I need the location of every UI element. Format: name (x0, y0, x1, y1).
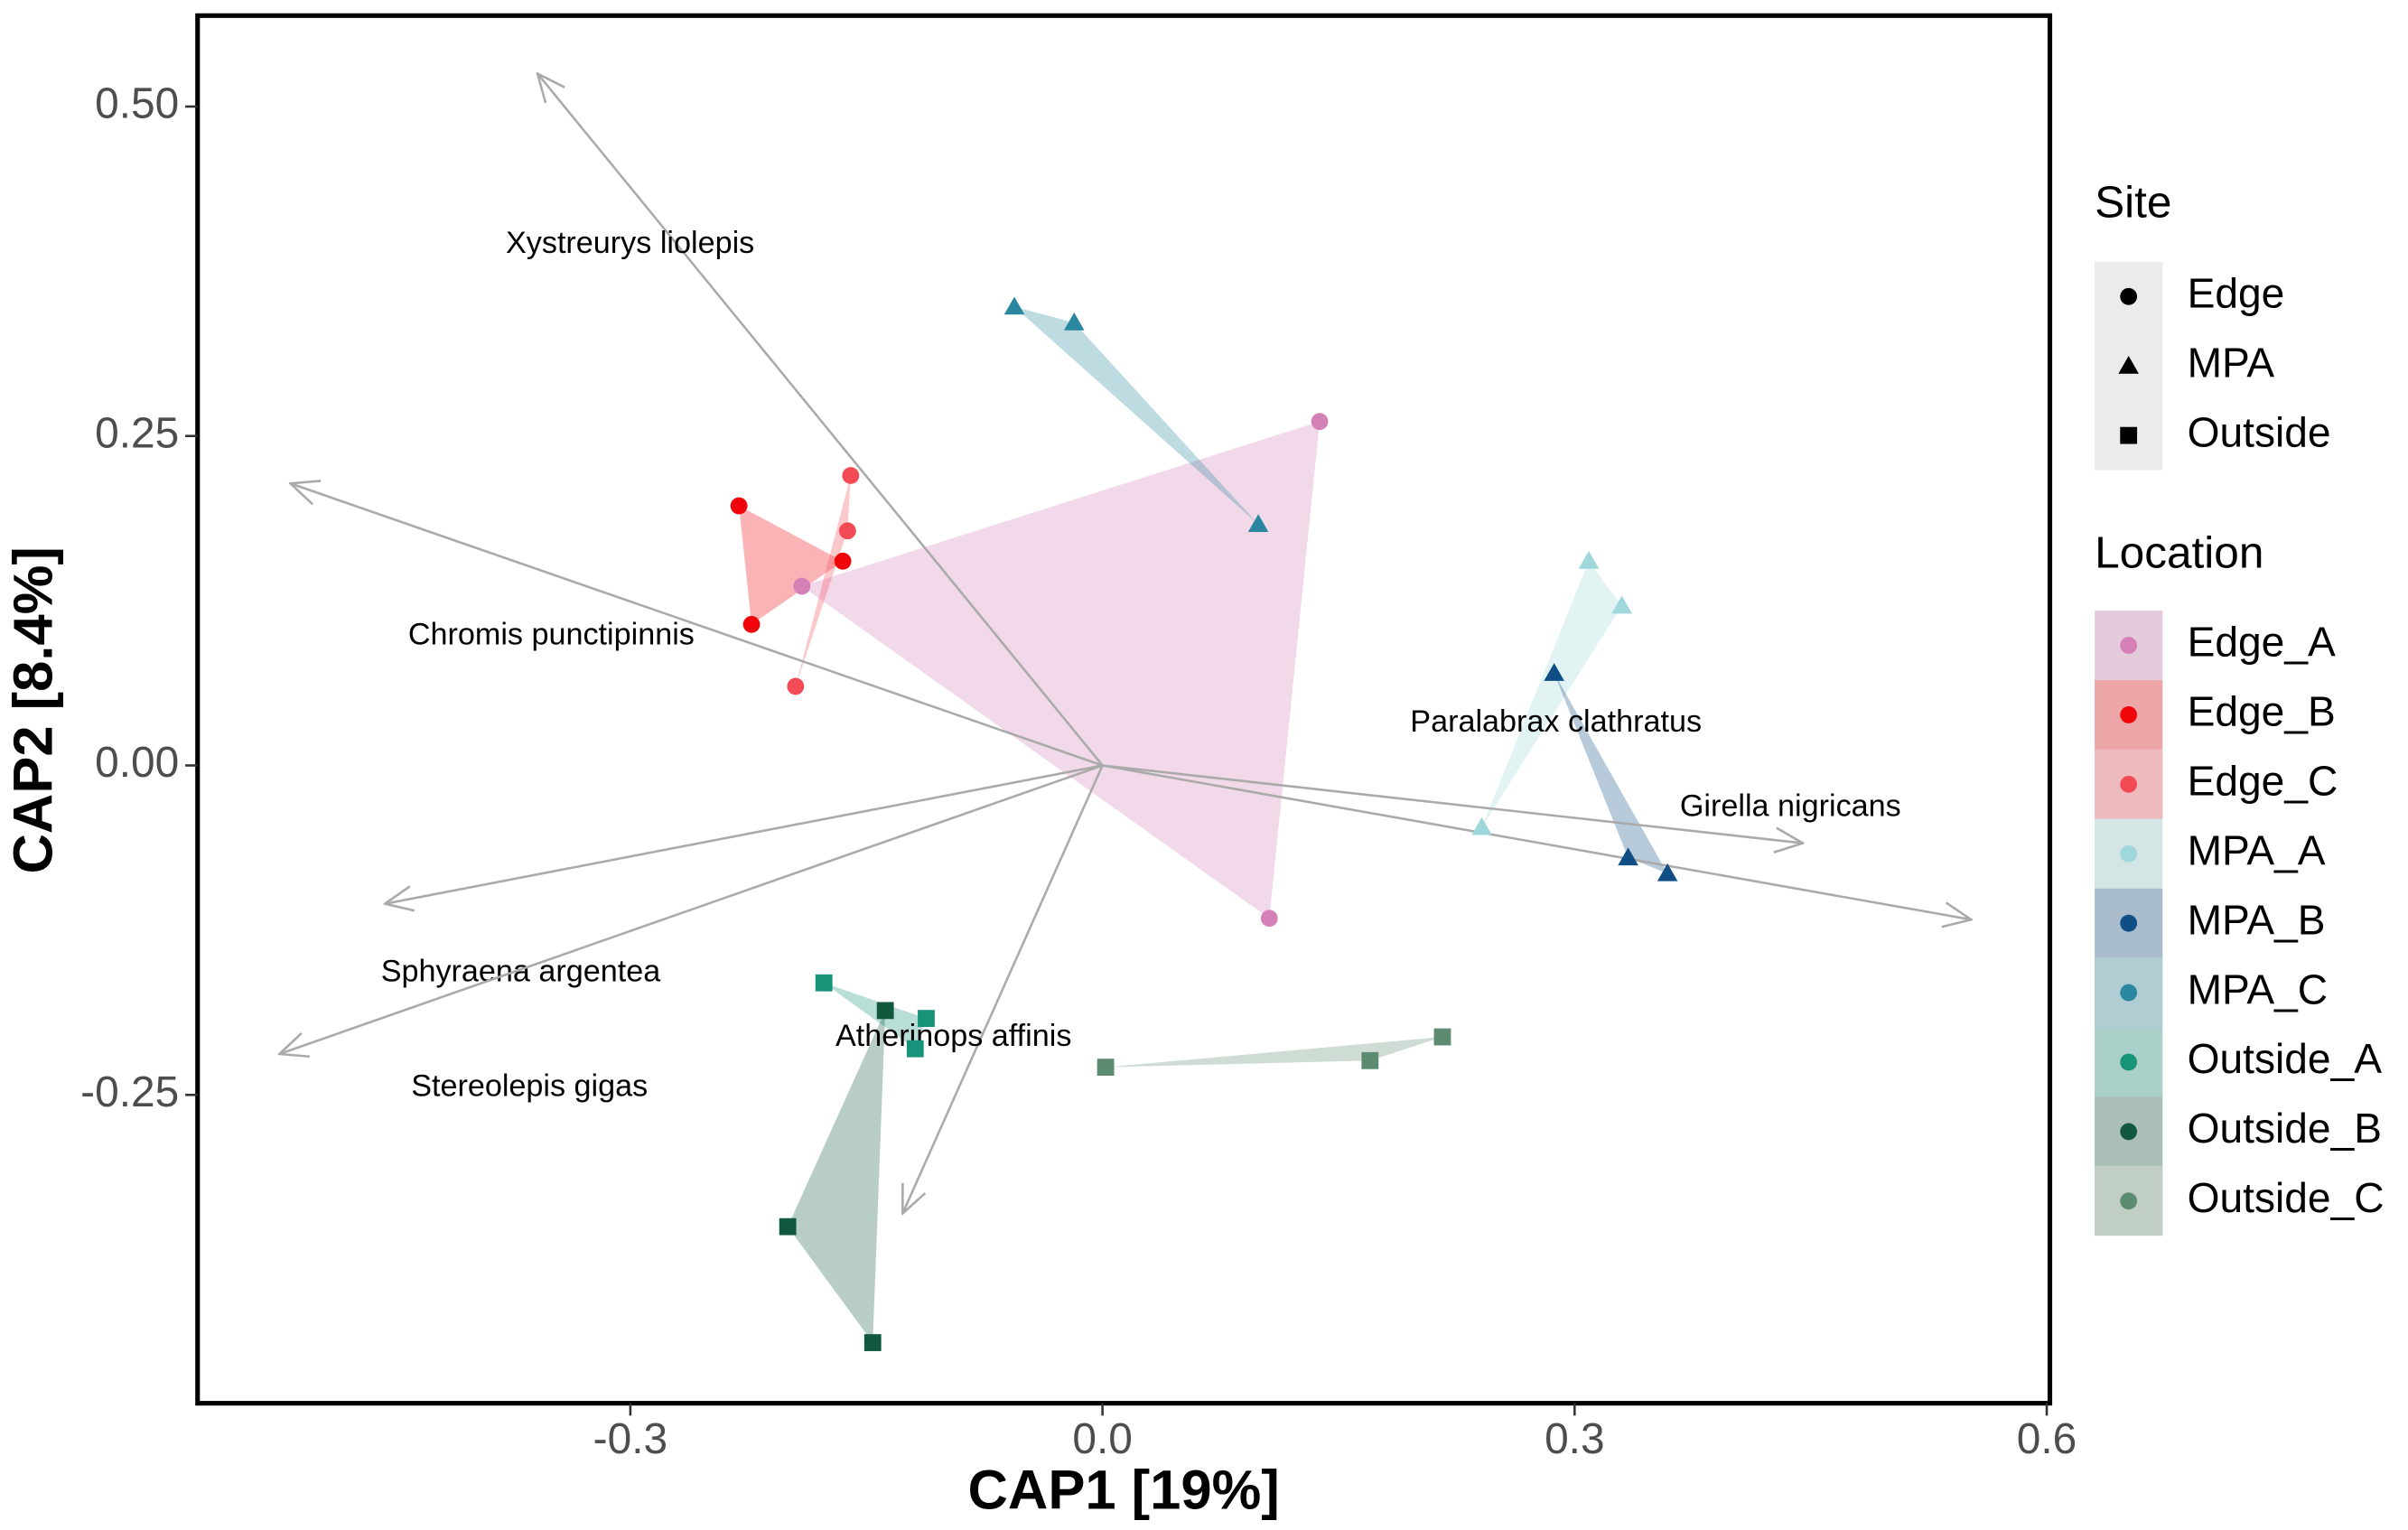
point (730, 497, 748, 515)
vector-arrow (1102, 764, 1972, 919)
point (838, 522, 856, 540)
hull (1106, 1037, 1442, 1068)
point (787, 677, 805, 695)
legend-key (2120, 775, 2138, 793)
hull (801, 421, 1321, 919)
point (1361, 1051, 1379, 1069)
hull (824, 983, 927, 1050)
legend-key (2120, 287, 2138, 305)
point (1003, 296, 1025, 315)
plot-area: Xystreurys liolepis Chromis punctipinnis S… (279, 73, 1972, 1351)
x-axis-title: CAP1 [19%] (967, 1460, 1279, 1522)
legend-key (2120, 1192, 2138, 1210)
legend-label: Outside (2188, 408, 2331, 455)
point (779, 1217, 797, 1236)
legend-label: Outside_A (2188, 1035, 2383, 1082)
point (1578, 551, 1600, 569)
vector-arrow (902, 764, 1104, 1213)
plot-border (195, 13, 2053, 1406)
legend-label: Edge_C (2188, 758, 2338, 805)
point (815, 974, 833, 992)
point (842, 467, 860, 484)
point (1618, 847, 1638, 866)
legend-key (2120, 844, 2138, 863)
point (1097, 1059, 1115, 1077)
vector-arrow (291, 483, 1104, 767)
legend-label: Edge_B (2188, 688, 2336, 735)
legend-label: MPA_B (2188, 896, 2326, 943)
vector-arrow (279, 764, 1104, 1054)
point (1247, 514, 1269, 532)
y-tick-label: -0.25 (80, 1068, 179, 1116)
legend-key (2120, 1123, 2138, 1141)
vector-label: Paralabrax clathratus (1410, 704, 1702, 739)
point (863, 1334, 882, 1351)
point (918, 1010, 935, 1028)
vector-label: Xystreurys liolepis (506, 226, 754, 260)
vector-arrow (537, 73, 1104, 767)
legend-label: MPA (2188, 339, 2275, 386)
legend-title: Site (2095, 177, 2171, 228)
point (1260, 910, 1278, 928)
x-tick-label: -0.3 (593, 1415, 667, 1463)
legend-key (2120, 426, 2138, 444)
legend-key (2120, 914, 2138, 932)
legend-label: Edge (2188, 270, 2285, 317)
point (1311, 413, 1329, 431)
point (1611, 595, 1632, 614)
y-tick-label: 0.00 (95, 739, 179, 787)
legend-label: MPA_C (2188, 966, 2329, 1012)
point (742, 615, 761, 633)
x-tick-label: 0.6 (2017, 1415, 2077, 1463)
y-tick-label: 0.50 (95, 80, 179, 128)
legend-key (2118, 355, 2139, 374)
point (876, 1002, 894, 1020)
x-tick-label: 0.3 (1545, 1415, 1605, 1463)
point (834, 552, 852, 570)
vector-label: Stereolepis gigas (411, 1069, 648, 1104)
vector-label: Chromis punctipinnis (408, 617, 695, 651)
hull (1481, 561, 1622, 828)
hull (1554, 673, 1668, 874)
vector-label: Atherinops affinis (835, 1019, 1071, 1053)
legend-key (2120, 706, 2138, 723)
y-axis-title: CAP2 [8.4%] (2, 546, 64, 873)
legend-key (2120, 637, 2138, 654)
legend-key (2120, 984, 2138, 1002)
point (793, 577, 811, 595)
legend-label: Outside_B (2188, 1105, 2382, 1152)
vector-arrow (1102, 764, 1803, 843)
hull (788, 1010, 886, 1343)
x-tick-label: 0.0 (1072, 1415, 1133, 1463)
legend-label: Edge_A (2188, 619, 2336, 666)
vector-label: Girella nigricans (1680, 788, 1901, 823)
point (906, 1040, 924, 1058)
legend-label: MPA_A (2188, 826, 2326, 873)
hull (739, 506, 844, 625)
vector-arrow (385, 764, 1103, 903)
vector-label: Sphyraena argentea (381, 955, 661, 989)
legend-title: Location (2095, 527, 2263, 578)
point (1471, 816, 1492, 835)
y-tick-label: 0.25 (95, 409, 179, 457)
point (1544, 663, 1564, 681)
legend-key (2120, 1053, 2138, 1071)
point (1433, 1028, 1451, 1046)
point (1063, 312, 1085, 331)
legend-label: Outside_C (2188, 1174, 2385, 1221)
point (1657, 863, 1678, 882)
